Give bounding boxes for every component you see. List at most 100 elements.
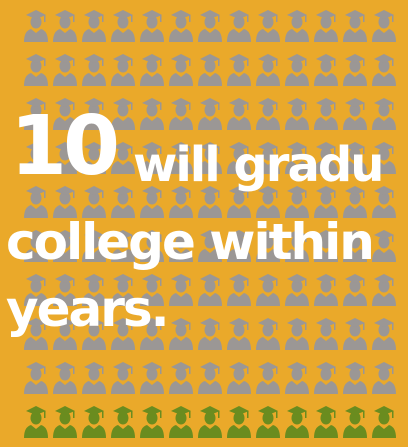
graduate-icon [53,406,77,438]
graduate-icon [82,142,106,174]
graduate-icon [343,98,367,130]
graduate-icon [285,142,309,174]
graduate-icon [372,274,396,306]
graduate-icon [256,142,280,174]
graduate-icon [314,274,338,306]
graduate-icon [140,54,164,86]
graduate-icon [256,98,280,130]
graduate-icon [24,406,48,438]
graduate-icon [24,362,48,394]
graduate-icon [285,54,309,86]
graduate-icon [198,54,222,86]
graduate-icon [24,98,48,130]
graduate-icon [169,10,193,42]
graduate-icon [256,362,280,394]
graduate-icon [343,142,367,174]
graduate-icon [82,406,106,438]
graduate-icon [227,274,251,306]
graduate-icon [256,406,280,438]
graduate-icon [343,362,367,394]
graduate-icon [256,274,280,306]
graduate-icon [140,186,164,218]
graduate-icon [198,406,222,438]
graduate-icon [169,142,193,174]
graduate-icon [111,406,135,438]
graduate-icon [227,186,251,218]
graduate-icon [343,230,367,262]
graduate-icon [227,98,251,130]
graduate-icon [198,274,222,306]
graduate-icon [53,318,77,350]
graduate-icon [227,406,251,438]
graduate-icon [111,318,135,350]
graduate-icon [198,142,222,174]
graduate-icon [372,362,396,394]
graduate-icon [314,230,338,262]
graduate-icon [82,186,106,218]
graduate-icon [53,98,77,130]
graduate-icon [285,98,309,130]
graduate-icon [111,230,135,262]
graduate-icon [285,318,309,350]
graduate-icon [111,98,135,130]
graduate-icon [111,186,135,218]
graduate-icon [372,142,396,174]
graduate-icon [256,10,280,42]
graduate-icon [198,362,222,394]
graduate-icon [140,230,164,262]
graduate-icon [343,274,367,306]
graduate-icon [285,362,309,394]
graduate-icon [285,274,309,306]
graduate-icon [24,186,48,218]
graduate-icon [314,186,338,218]
graduate-icon [198,98,222,130]
graduate-icon [343,54,367,86]
graduate-icon [343,318,367,350]
graduate-icon [53,274,77,306]
graduate-icon [256,318,280,350]
graduate-icon [82,274,106,306]
graduate-icon [53,10,77,42]
graduate-icon [53,230,77,262]
graduate-icon [24,318,48,350]
graduate-icon [198,10,222,42]
graduate-icon [256,54,280,86]
graduate-icon [227,362,251,394]
graduate-icon [111,54,135,86]
graduate-icon [314,98,338,130]
graduate-icon [140,318,164,350]
graduate-icon [169,98,193,130]
graduate-icon [140,10,164,42]
graduate-icon [227,318,251,350]
graduate-icon [314,54,338,86]
graduate-icon [140,98,164,130]
graduate-icon [82,10,106,42]
graduate-icon [82,318,106,350]
graduate-icon [140,274,164,306]
graduate-icon [82,54,106,86]
graduate-icon [24,54,48,86]
graduate-icon [24,10,48,42]
graduate-icon [82,98,106,130]
graduate-icon [314,406,338,438]
graduate-icon [82,362,106,394]
graduate-icon [140,142,164,174]
graduate-icon [227,10,251,42]
graduate-icon [372,406,396,438]
graduate-icon [169,362,193,394]
graduate-icon [169,318,193,350]
graduate-icon [285,10,309,42]
graduate-icon [372,10,396,42]
graduate-icon [198,230,222,262]
graduate-icon [372,230,396,262]
graduate-icon [140,406,164,438]
graduate-icon [169,186,193,218]
graduate-icon [53,54,77,86]
graduate-icon [169,406,193,438]
graduate-icon [314,10,338,42]
graduate-icon [256,186,280,218]
graduate-icon [285,186,309,218]
graduate-icon [285,230,309,262]
graduate-icon [372,186,396,218]
